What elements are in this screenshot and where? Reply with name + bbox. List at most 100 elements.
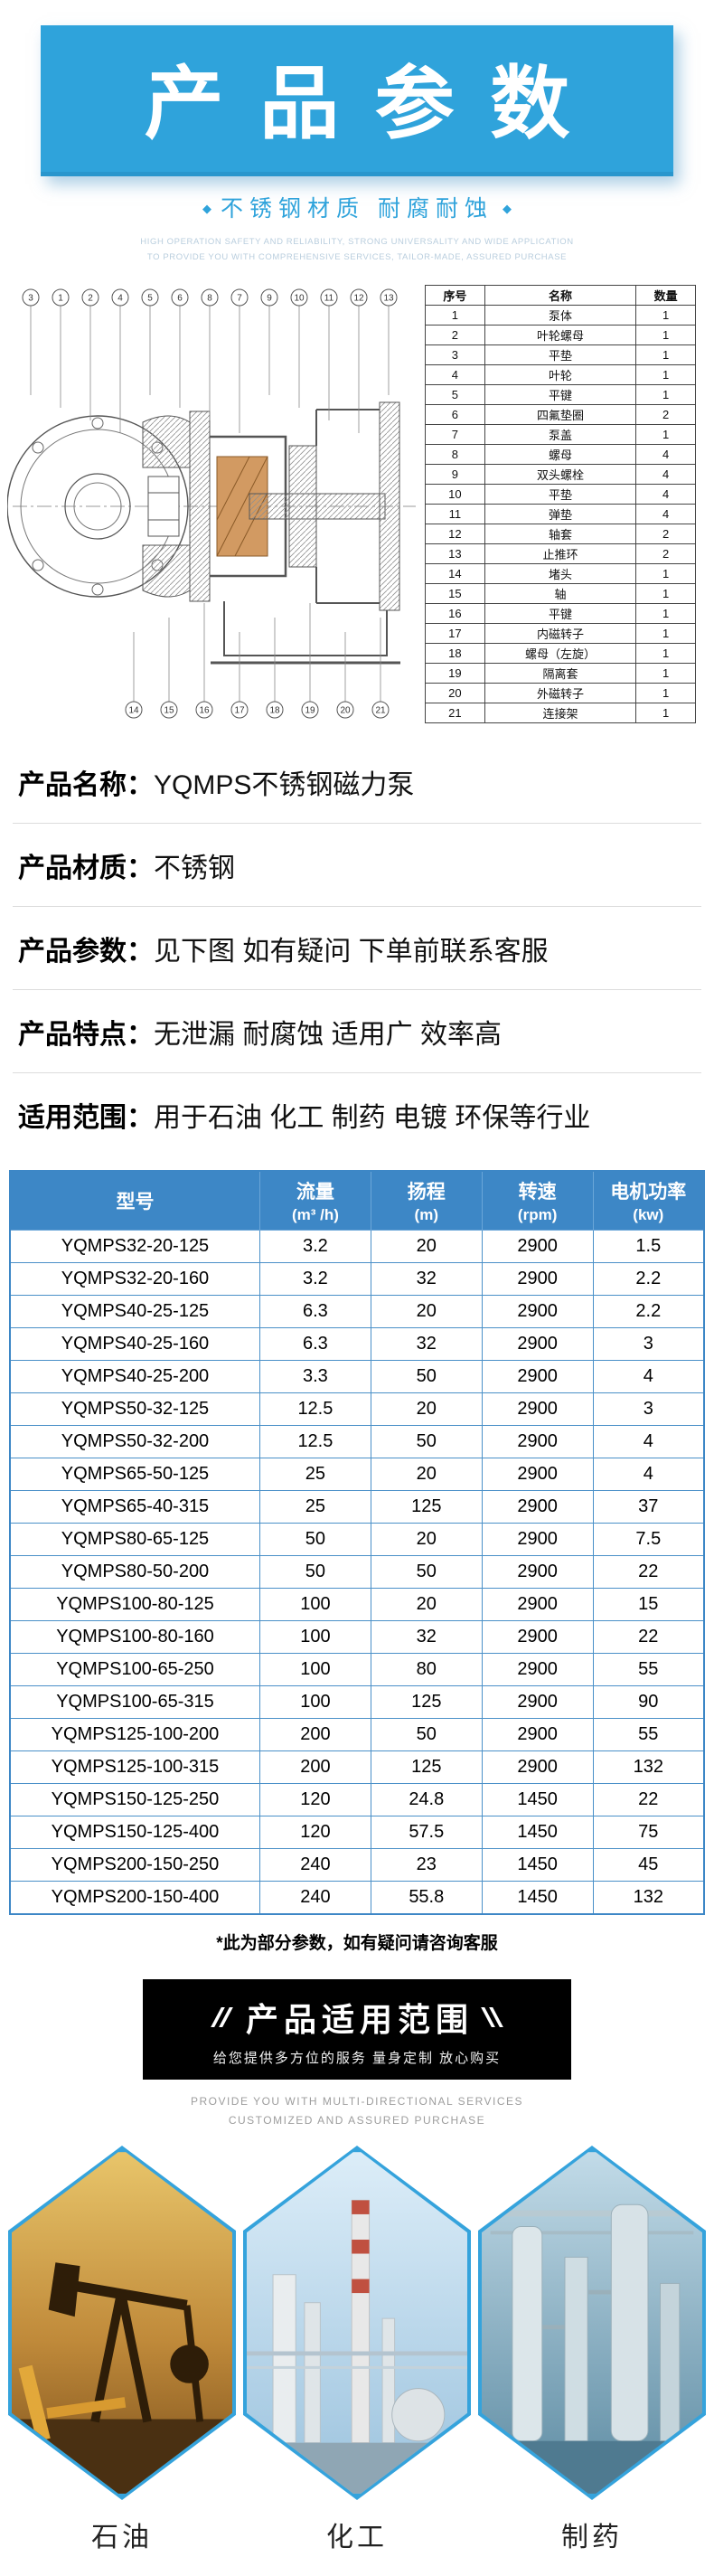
parts-cell: 16: [425, 603, 485, 625]
spec-col-power-label: 电机功率: [610, 1182, 687, 1203]
spec-col-model-label: 型号: [116, 1192, 155, 1213]
spec-col-flow-label: 流量: [296, 1182, 334, 1203]
parts-cell: 1: [635, 683, 696, 704]
svg-text:13: 13: [383, 294, 394, 304]
oil-scene: [12, 2152, 232, 2494]
diagram-callout: 3: [22, 288, 40, 396]
parts-cell: 1: [425, 305, 485, 326]
parts-cell: 18: [425, 643, 485, 665]
diagram-callout: 5: [141, 288, 159, 396]
parts-cell: 2: [635, 524, 696, 545]
parts-cell: 弹垫: [484, 504, 637, 525]
diagram-callout: 17: [230, 632, 249, 719]
spec-cell: 100: [258, 1685, 371, 1720]
spec-table-body: YQMPS32-20-125 3.2 20 2900 1.5 YQMPS32-20-160…: [9, 1230, 705, 1915]
parts-cell: 4: [425, 364, 485, 386]
parts-cell: 4: [635, 464, 696, 486]
parts-cell: 内磁转子: [484, 623, 637, 645]
diagram-callout: 7: [230, 288, 249, 434]
parts-cell: 4: [635, 444, 696, 466]
parts-cell: 10: [425, 484, 485, 505]
spec-cell: 100: [258, 1588, 371, 1622]
spec-cell: 2900: [481, 1620, 594, 1655]
parts-cell: 1: [635, 424, 696, 446]
spec-row: YQMPS150-125-250 120 24.8 1450 22: [9, 1783, 705, 1817]
spec-cell: 57.5: [370, 1816, 483, 1850]
spec-cell: YQMPS80-50-200: [9, 1555, 260, 1590]
spec-cell: YQMPS40-25-125: [9, 1295, 260, 1329]
spec-col-head-unit: (m): [414, 1206, 438, 1224]
parts-row: 2 叶轮螺母 1: [425, 325, 696, 346]
spec-col-power-unit: (kw): [633, 1206, 664, 1224]
spec-col-flow: 流量 (m³ /h): [258, 1170, 371, 1231]
parts-cell: 2: [425, 325, 485, 346]
spec-col-speed: 转速 (rpm): [481, 1170, 594, 1231]
spec-cell: 55: [592, 1718, 705, 1752]
spec-cell: 55.8: [370, 1881, 483, 1915]
parts-row: 19 隔离套 1: [425, 663, 696, 684]
parts-cell: 叶轮螺母: [484, 325, 637, 346]
spec-cell: 3: [592, 1392, 705, 1427]
spec-cell: 25: [258, 1458, 371, 1492]
parts-cell: 21: [425, 703, 485, 724]
spec-cell: YQMPS50-32-125: [9, 1392, 260, 1427]
spec-cell: 80: [370, 1653, 483, 1687]
parts-row: 5 平键 1: [425, 384, 696, 406]
parts-cell: 2: [635, 543, 696, 565]
spec-cell: 2900: [481, 1458, 594, 1492]
spec-cell: 25: [258, 1490, 371, 1524]
info-section-material: 产品材质：不锈钢: [13, 824, 701, 908]
chemical-photo: [247, 2149, 467, 2496]
application-banner-title: 产品适用范围: [245, 2001, 474, 2039]
spec-row: YQMPS100-80-125 100 20 2900 15: [9, 1588, 705, 1622]
info-section-scope: 适用范围：用于石油 化工 制药 电镀 环保等行业: [13, 1073, 701, 1156]
page-title: 产品参数: [144, 59, 606, 148]
application-label-oil: 石油: [91, 2522, 153, 2552]
spec-cell: 12.5: [258, 1392, 371, 1427]
diagram-callout: 11: [320, 288, 338, 421]
application-label-pharma: 制药: [561, 2522, 623, 2552]
spec-row: YQMPS200-150-250 240 23 1450 45: [9, 1848, 705, 1882]
chemical-scene: [247, 2152, 467, 2494]
spec-cell: YQMPS32-20-125: [9, 1230, 260, 1264]
parts-cell: 1: [635, 583, 696, 605]
svg-text:18: 18: [269, 706, 280, 716]
spec-cell: 20: [370, 1230, 483, 1264]
diagram-callout: 8: [201, 288, 219, 421]
spec-cell: 200: [258, 1718, 371, 1752]
parts-row: 20 外磁转子 1: [425, 683, 696, 704]
info-section-features: 产品特点：无泄漏 耐腐蚀 适用广 效率高: [13, 990, 701, 1074]
diagram-callout: 14: [125, 632, 143, 719]
parts-cell: 1: [635, 643, 696, 665]
parts-cell: 1: [635, 325, 696, 346]
info-label: 产品名称：: [18, 770, 154, 801]
diagram-callout: 9: [260, 288, 278, 396]
parts-cell: 20: [425, 683, 485, 704]
spec-cell: 132: [592, 1750, 705, 1785]
parts-cell: 泵盖: [484, 424, 637, 446]
parts-cell: 叶轮: [484, 364, 637, 386]
svg-text:11: 11: [324, 294, 334, 304]
pharma-scene: [482, 2152, 702, 2494]
spec-cell: 15: [592, 1588, 705, 1622]
parts-row: 13 止推环 2: [425, 543, 696, 565]
application-photo-oil: [8, 2145, 236, 2500]
spec-cell: 32: [370, 1327, 483, 1362]
parts-row: 1 泵体 1: [425, 305, 696, 326]
spec-cell: YQMPS200-150-250: [9, 1848, 260, 1882]
spec-cell: 2900: [481, 1685, 594, 1720]
svg-text:10: 10: [294, 294, 305, 304]
spec-cell: 3.2: [258, 1230, 371, 1264]
parts-cell: 1: [635, 603, 696, 625]
parts-row: 4 叶轮 1: [425, 364, 696, 386]
parts-cell: 14: [425, 563, 485, 585]
application-label-chemical: 化工: [326, 2522, 388, 2552]
parts-cell: 隔离套: [484, 663, 637, 684]
diagram-callout: 16: [195, 603, 213, 719]
parts-row: 21 连接架 1: [425, 703, 696, 724]
application-banner-title-row: 产品适用范围: [143, 1994, 571, 2041]
spec-col-speed-unit: (rpm): [517, 1206, 558, 1224]
parts-col-index: 序号: [425, 285, 485, 307]
spec-cell: YQMPS100-65-315: [9, 1685, 260, 1720]
parts-row: 9 双头螺栓 4: [425, 464, 696, 486]
